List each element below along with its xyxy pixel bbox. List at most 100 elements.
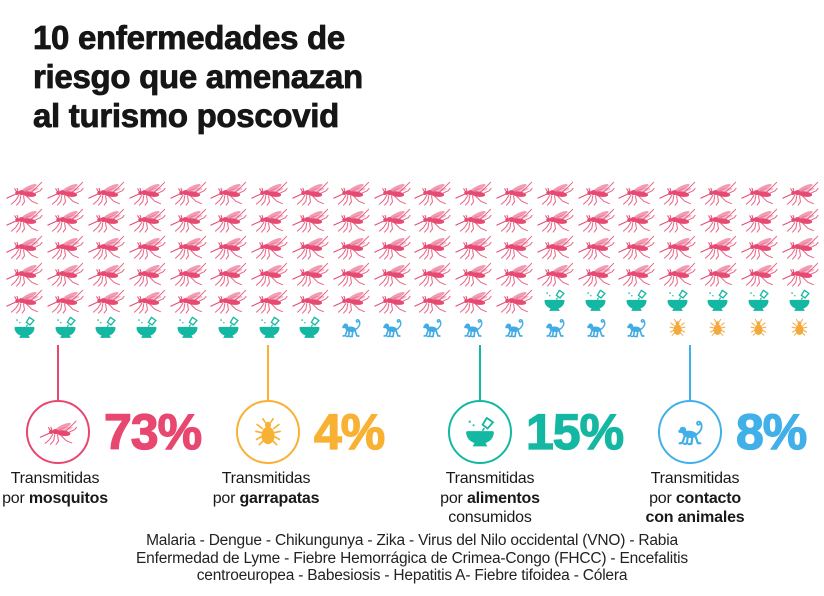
mosquito-icon <box>413 180 451 206</box>
tick-icon <box>791 317 808 338</box>
callout-pin-garrapatas <box>266 345 270 400</box>
mosquito-icon <box>46 261 84 287</box>
mosquito-icon <box>291 288 329 314</box>
mosquito-icon-cell <box>616 206 657 233</box>
title-line: 10 enfermedades de <box>33 19 346 57</box>
mosquito-icon <box>617 207 655 233</box>
mosquito-icon <box>5 207 43 233</box>
mosquito-icon <box>373 207 411 233</box>
mosquito-icon <box>128 234 166 260</box>
mosquito-icon <box>454 261 492 287</box>
food-bowl-icon-cell <box>290 314 331 341</box>
mosquito-icon <box>209 288 247 314</box>
mosquito-icon <box>740 261 778 287</box>
percent-mosquitos: 73% <box>103 403 202 460</box>
mosquito-icon-cell <box>412 206 453 233</box>
mosquito-icon-cell <box>494 287 535 314</box>
label-mosquitos: Transmitidas por mosquitos <box>2 469 108 508</box>
mosquito-icon-cell <box>371 179 412 206</box>
mosquito-icon <box>332 261 370 287</box>
mosquito-icon-cell <box>45 260 86 287</box>
food-bowl-icon <box>583 289 608 312</box>
mosquito-icon <box>291 234 329 260</box>
mosquito-icon-cell <box>86 206 127 233</box>
food-bowl-icon-cell <box>738 287 779 314</box>
food-bowl-icon-cell <box>657 287 698 314</box>
disease-list: Malaria - Dengue - Chikungunya - Zika - … <box>0 532 824 585</box>
mosquito-icon-cell <box>779 179 820 206</box>
mosquito-icon <box>332 234 370 260</box>
food-bowl-icon <box>216 316 241 339</box>
mosquito-icon-cell <box>4 287 45 314</box>
monkey-icon <box>379 316 405 339</box>
monkey-icon-cell <box>371 314 412 341</box>
mosquito-icon <box>332 207 370 233</box>
mosquito-icon-cell <box>208 233 249 260</box>
disease-list-line: centroeuropea - Babesiosis - Hepatitis A… <box>196 567 628 584</box>
mosquito-icon-cell <box>412 287 453 314</box>
monkey-icon-cell <box>412 314 453 341</box>
mosquito-icon <box>5 234 43 260</box>
mosquito-icon <box>5 180 43 206</box>
page-title: 10 enfermedades de riesgo que amenazan al … <box>33 18 364 135</box>
mosquito-icon-cell <box>412 179 453 206</box>
monkey-icon <box>542 316 568 339</box>
mosquito-icon <box>250 234 288 260</box>
mosquito-icon-cell <box>575 233 616 260</box>
mosquito-icon <box>495 180 533 206</box>
mosquito-icon-cell <box>249 287 290 314</box>
food-bowl-icon-cell <box>208 314 249 341</box>
food-bowl-icon <box>624 289 649 312</box>
food-bowl-icon <box>297 316 322 339</box>
mosquito-icon-cell <box>290 179 331 206</box>
mosquito-icon <box>617 261 655 287</box>
pictogram-row <box>4 260 820 287</box>
mosquito-icon <box>291 180 329 206</box>
mosquito-icon <box>577 261 615 287</box>
mosquito-icon <box>291 261 329 287</box>
mosquito-icon-cell <box>249 233 290 260</box>
mosquito-icon <box>781 261 819 287</box>
mosquito-icon <box>495 234 533 260</box>
callout-circle-garrapatas <box>236 400 300 464</box>
mosquito-icon <box>577 234 615 260</box>
mosquito-icon <box>781 207 819 233</box>
tick-icon-cell <box>657 314 698 341</box>
mosquito-icon-cell <box>738 260 779 287</box>
mosquito-icon <box>373 261 411 287</box>
food-bowl-icon-cell <box>249 314 290 341</box>
mosquito-icon-cell <box>453 260 494 287</box>
label-line: Transmitidas <box>10 470 100 487</box>
mosquito-icon-cell <box>126 179 167 206</box>
callout-circle-animales <box>658 400 722 464</box>
mosquito-icon <box>87 288 125 314</box>
mosquito-icon <box>617 234 655 260</box>
mosquito-icon <box>495 207 533 233</box>
disease-list-line: Enfermedad de Lyme - Fiebre Hemorrágica … <box>136 549 688 567</box>
mosquito-icon <box>454 207 492 233</box>
mosquito-icon-cell <box>45 206 86 233</box>
mosquito-icon <box>209 207 247 233</box>
mosquito-icon-cell <box>779 206 820 233</box>
mosquito-icon-cell <box>616 260 657 287</box>
tick-icon-cell <box>779 314 820 341</box>
mosquito-icon-cell <box>453 206 494 233</box>
mosquito-icon-cell <box>86 179 127 206</box>
mosquito-icon <box>617 180 655 206</box>
mosquito-icon-cell <box>330 179 371 206</box>
title-line: riesgo que amenazan <box>33 58 364 96</box>
food-bowl-icon <box>175 316 200 339</box>
mosquito-icon <box>699 207 737 233</box>
food-bowl-icon <box>53 316 78 339</box>
mosquito-icon-cell <box>290 260 331 287</box>
mosquito-icon-cell <box>534 260 575 287</box>
food-bowl-icon <box>746 289 771 312</box>
tick-icon <box>249 417 287 447</box>
mosquito-icon-cell <box>453 179 494 206</box>
food-bowl-icon-cell <box>45 314 86 341</box>
mosquito-icon <box>536 261 574 287</box>
mosquito-icon-cell <box>738 206 779 233</box>
monkey-icon-cell <box>616 314 657 341</box>
mosquito-icon <box>373 288 411 314</box>
